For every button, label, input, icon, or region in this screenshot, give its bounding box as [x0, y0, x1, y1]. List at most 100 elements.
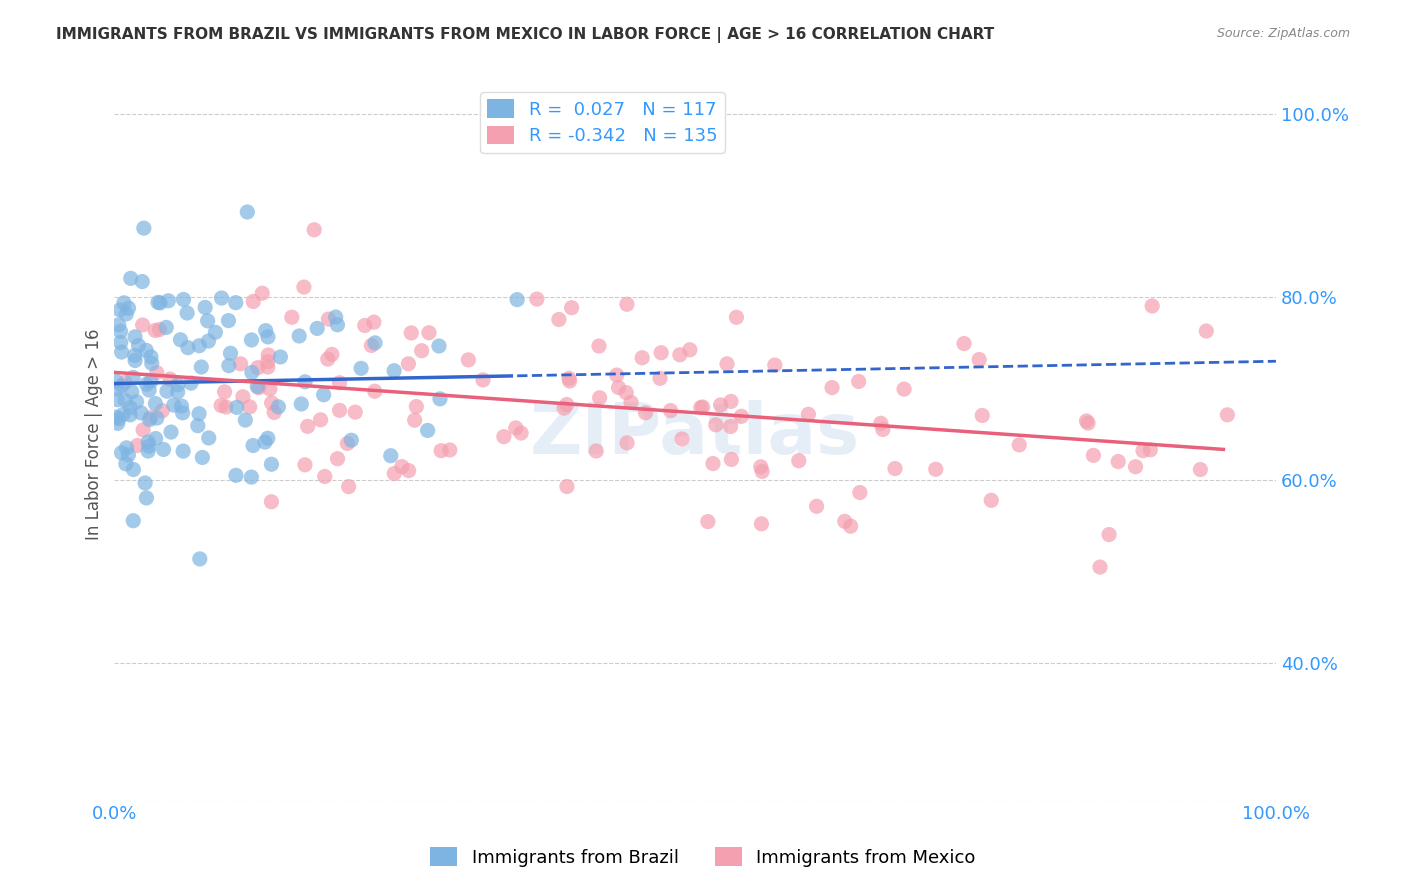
Point — [159, 372, 181, 386]
Point — [107, 417, 129, 431]
Point — [457, 352, 479, 367]
Point — [720, 452, 742, 467]
Legend: Immigrants from Brazil, Immigrants from Mexico: Immigrants from Brazil, Immigrants from … — [423, 840, 983, 874]
Point — [893, 382, 915, 396]
Point — [326, 451, 349, 466]
Point — [312, 388, 335, 402]
Point — [232, 390, 254, 404]
Point — [321, 347, 343, 361]
Point — [225, 295, 247, 310]
Point — [821, 381, 844, 395]
Point — [391, 459, 413, 474]
Point — [606, 368, 628, 382]
Point — [240, 333, 263, 347]
Point — [260, 396, 283, 410]
Point — [240, 470, 263, 484]
Point — [187, 418, 209, 433]
Point — [411, 343, 433, 358]
Point — [132, 221, 155, 235]
Point — [364, 335, 387, 350]
Point — [122, 370, 145, 384]
Point — [188, 552, 211, 566]
Point — [177, 341, 200, 355]
Point — [125, 394, 148, 409]
Point — [169, 333, 191, 347]
Point — [648, 371, 671, 385]
Point — [614, 385, 637, 400]
Point — [382, 364, 405, 378]
Point — [239, 400, 262, 414]
Point — [692, 400, 714, 414]
Point — [292, 280, 315, 294]
Point — [229, 357, 252, 371]
Point — [197, 334, 219, 348]
Point — [110, 345, 132, 359]
Point — [558, 374, 581, 388]
Point — [329, 403, 352, 417]
Point — [260, 457, 283, 471]
Point — [555, 398, 578, 412]
Point — [247, 381, 270, 395]
Point — [616, 297, 638, 311]
Point — [246, 379, 269, 393]
Point — [547, 312, 569, 326]
Point — [139, 374, 162, 388]
Point — [236, 205, 259, 219]
Point — [561, 301, 583, 315]
Point — [242, 438, 264, 452]
Point — [492, 430, 515, 444]
Point — [716, 357, 738, 371]
Point — [720, 419, 742, 434]
Point — [146, 366, 169, 380]
Point — [253, 435, 276, 450]
Point — [259, 382, 281, 396]
Point — [288, 329, 311, 343]
Point — [117, 448, 139, 462]
Point — [110, 446, 132, 460]
Point — [197, 431, 219, 445]
Point — [111, 378, 134, 392]
Point — [418, 326, 440, 340]
Point — [139, 410, 162, 425]
Point — [194, 301, 217, 315]
Point — [188, 339, 211, 353]
Point — [122, 462, 145, 476]
Point — [1077, 416, 1099, 430]
Point — [396, 357, 419, 371]
Point — [131, 275, 153, 289]
Point — [340, 433, 363, 447]
Point — [416, 424, 439, 438]
Point — [138, 383, 160, 397]
Point — [217, 313, 239, 327]
Point — [209, 399, 232, 413]
Point — [671, 432, 693, 446]
Point — [167, 377, 190, 392]
Point — [328, 376, 350, 390]
Point — [114, 376, 136, 390]
Point — [214, 384, 236, 399]
Point — [884, 461, 907, 475]
Point — [233, 413, 256, 427]
Point — [294, 458, 316, 472]
Point — [307, 321, 329, 335]
Point — [204, 326, 226, 340]
Point — [834, 515, 856, 529]
Point — [325, 310, 347, 324]
Point — [967, 352, 990, 367]
Point — [1132, 443, 1154, 458]
Point — [105, 392, 128, 407]
Point — [980, 493, 1002, 508]
Point — [135, 491, 157, 505]
Point — [138, 412, 160, 426]
Point — [252, 286, 274, 301]
Point — [146, 411, 169, 425]
Point — [108, 303, 131, 318]
Point — [555, 479, 578, 493]
Point — [337, 480, 360, 494]
Point — [149, 296, 172, 310]
Point — [1195, 324, 1218, 338]
Point — [364, 384, 387, 399]
Point — [145, 396, 167, 410]
Point — [1125, 459, 1147, 474]
Point — [925, 462, 948, 476]
